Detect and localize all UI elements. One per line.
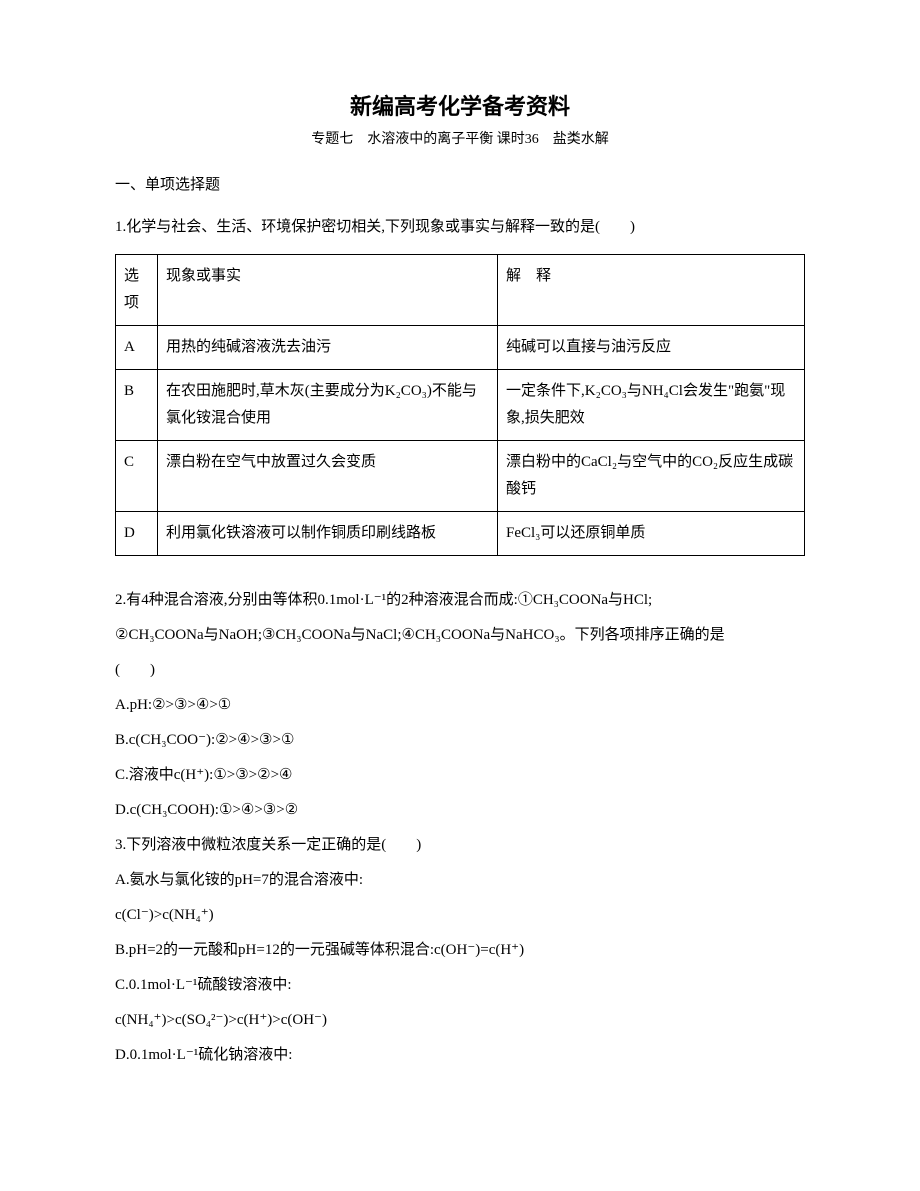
cell-fact: 漂白粉在空气中放置过久会变质 — [158, 441, 498, 512]
header-expl: 解 释 — [498, 255, 805, 326]
q3-optA: A.氨水与氯化铵的pH=7的混合溶液中: — [115, 864, 805, 897]
cell-fact: 用热的纯碱溶液洗去油污 — [158, 326, 498, 370]
formula-nh4: H₄⁺ — [138, 1004, 162, 1037]
formula-so4: O₄²⁻ — [195, 1004, 223, 1037]
page-title: 新编高考化学备考资料 — [115, 90, 805, 123]
q1-table: 选项 现象或事实 解 释 A 用热的纯碱溶液洗去油污 纯碱可以直接与油污反应 B… — [115, 254, 805, 556]
page-subtitle: 专题七 水溶液中的离子平衡 课时36 盐类水解 — [115, 129, 805, 150]
cell-fact: 利用氯化铁溶液可以制作铜质印刷线路板 — [158, 512, 498, 556]
formula-text: ) — [209, 907, 214, 923]
cell-expl: 纯碱可以直接与油污反应 — [498, 326, 805, 370]
table-row: 选项 现象或事实 解 释 — [116, 255, 805, 326]
cell-expl: 漂白粉中的CaCl₂与空气中的CO₂反应生成碳酸钙 — [498, 441, 805, 512]
cell-opt: A — [116, 326, 158, 370]
formula-text: c(Cl⁻)>c(N — [115, 907, 185, 923]
cell-expl: 一定条件下,K₂CO₃与NH₄Cl会发生"跑氨"现象,损失肥效 — [498, 370, 805, 441]
q2-optD: D.c(CH₃COOH):①>④>③>② — [115, 794, 805, 827]
formula-nh4: H₄⁺ — [185, 899, 209, 932]
q2-optB: B.c(CH₃COO⁻):②>④>③>① — [115, 724, 805, 757]
q2-line3: ( ) — [115, 654, 805, 687]
q2-optC: C.溶液中c(H⁺):①>③>②>④ — [115, 759, 805, 792]
formula-text: )>c(H⁺)>c(OH⁻) — [223, 1012, 327, 1028]
cell-expl: FeCl₃可以还原铜单质 — [498, 512, 805, 556]
table-row: C 漂白粉在空气中放置过久会变质 漂白粉中的CaCl₂与空气中的CO₂反应生成碳… — [116, 441, 805, 512]
section-heading: 一、单项选择题 — [115, 174, 805, 197]
q2-optA: A.pH:②>③>④>① — [115, 689, 805, 722]
header-fact: 现象或事实 — [158, 255, 498, 326]
table-row: A 用热的纯碱溶液洗去油污 纯碱可以直接与油污反应 — [116, 326, 805, 370]
cell-fact: 在农田施肥时,草木灰(主要成分为K₂CO₃)不能与氯化铵混合使用 — [158, 370, 498, 441]
q3-optC-formula: c(NH₄⁺)>c(SO₄²⁻)>c(H⁺)>c(OH⁻) — [115, 1004, 805, 1037]
cell-opt: C — [116, 441, 158, 512]
table-row: B 在农田施肥时,草木灰(主要成分为K₂CO₃)不能与氯化铵混合使用 一定条件下… — [116, 370, 805, 441]
q3-intro: 3.下列溶液中微粒浓度关系一定正确的是( ) — [115, 829, 805, 862]
table-row: D 利用氯化铁溶液可以制作铜质印刷线路板 FeCl₃可以还原铜单质 — [116, 512, 805, 556]
q2-line2: ②CH₃COONa与NaOH;③CH₃COONa与NaCl;④CH₃COONa与… — [115, 619, 805, 652]
q3-optA-formula: c(Cl⁻)>c(NH₄⁺) — [115, 899, 805, 932]
header-opt: 选项 — [116, 255, 158, 326]
formula-text: )>c(S — [161, 1012, 194, 1028]
formula-text: c(N — [115, 1012, 138, 1028]
cell-opt: B — [116, 370, 158, 441]
q2-line1: 2.有4种混合溶液,分别由等体积0.1mol·L⁻¹的2种溶液混合而成:①CH₃… — [115, 584, 805, 617]
q3-optD: D.0.1mol·L⁻¹硫化钠溶液中: — [115, 1039, 805, 1072]
q1-intro: 1.化学与社会、生活、环境保护密切相关,下列现象或事实与解释一致的是( ) — [115, 215, 805, 241]
cell-opt: D — [116, 512, 158, 556]
q3-optB: B.pH=2的一元酸和pH=12的一元强碱等体积混合:c(OH⁻)=c(H⁺) — [115, 934, 805, 967]
q2-block: 2.有4种混合溶液,分别由等体积0.1mol·L⁻¹的2种溶液混合而成:①CH₃… — [115, 584, 805, 1072]
q3-optC: C.0.1mol·L⁻¹硫酸铵溶液中: — [115, 969, 805, 1002]
